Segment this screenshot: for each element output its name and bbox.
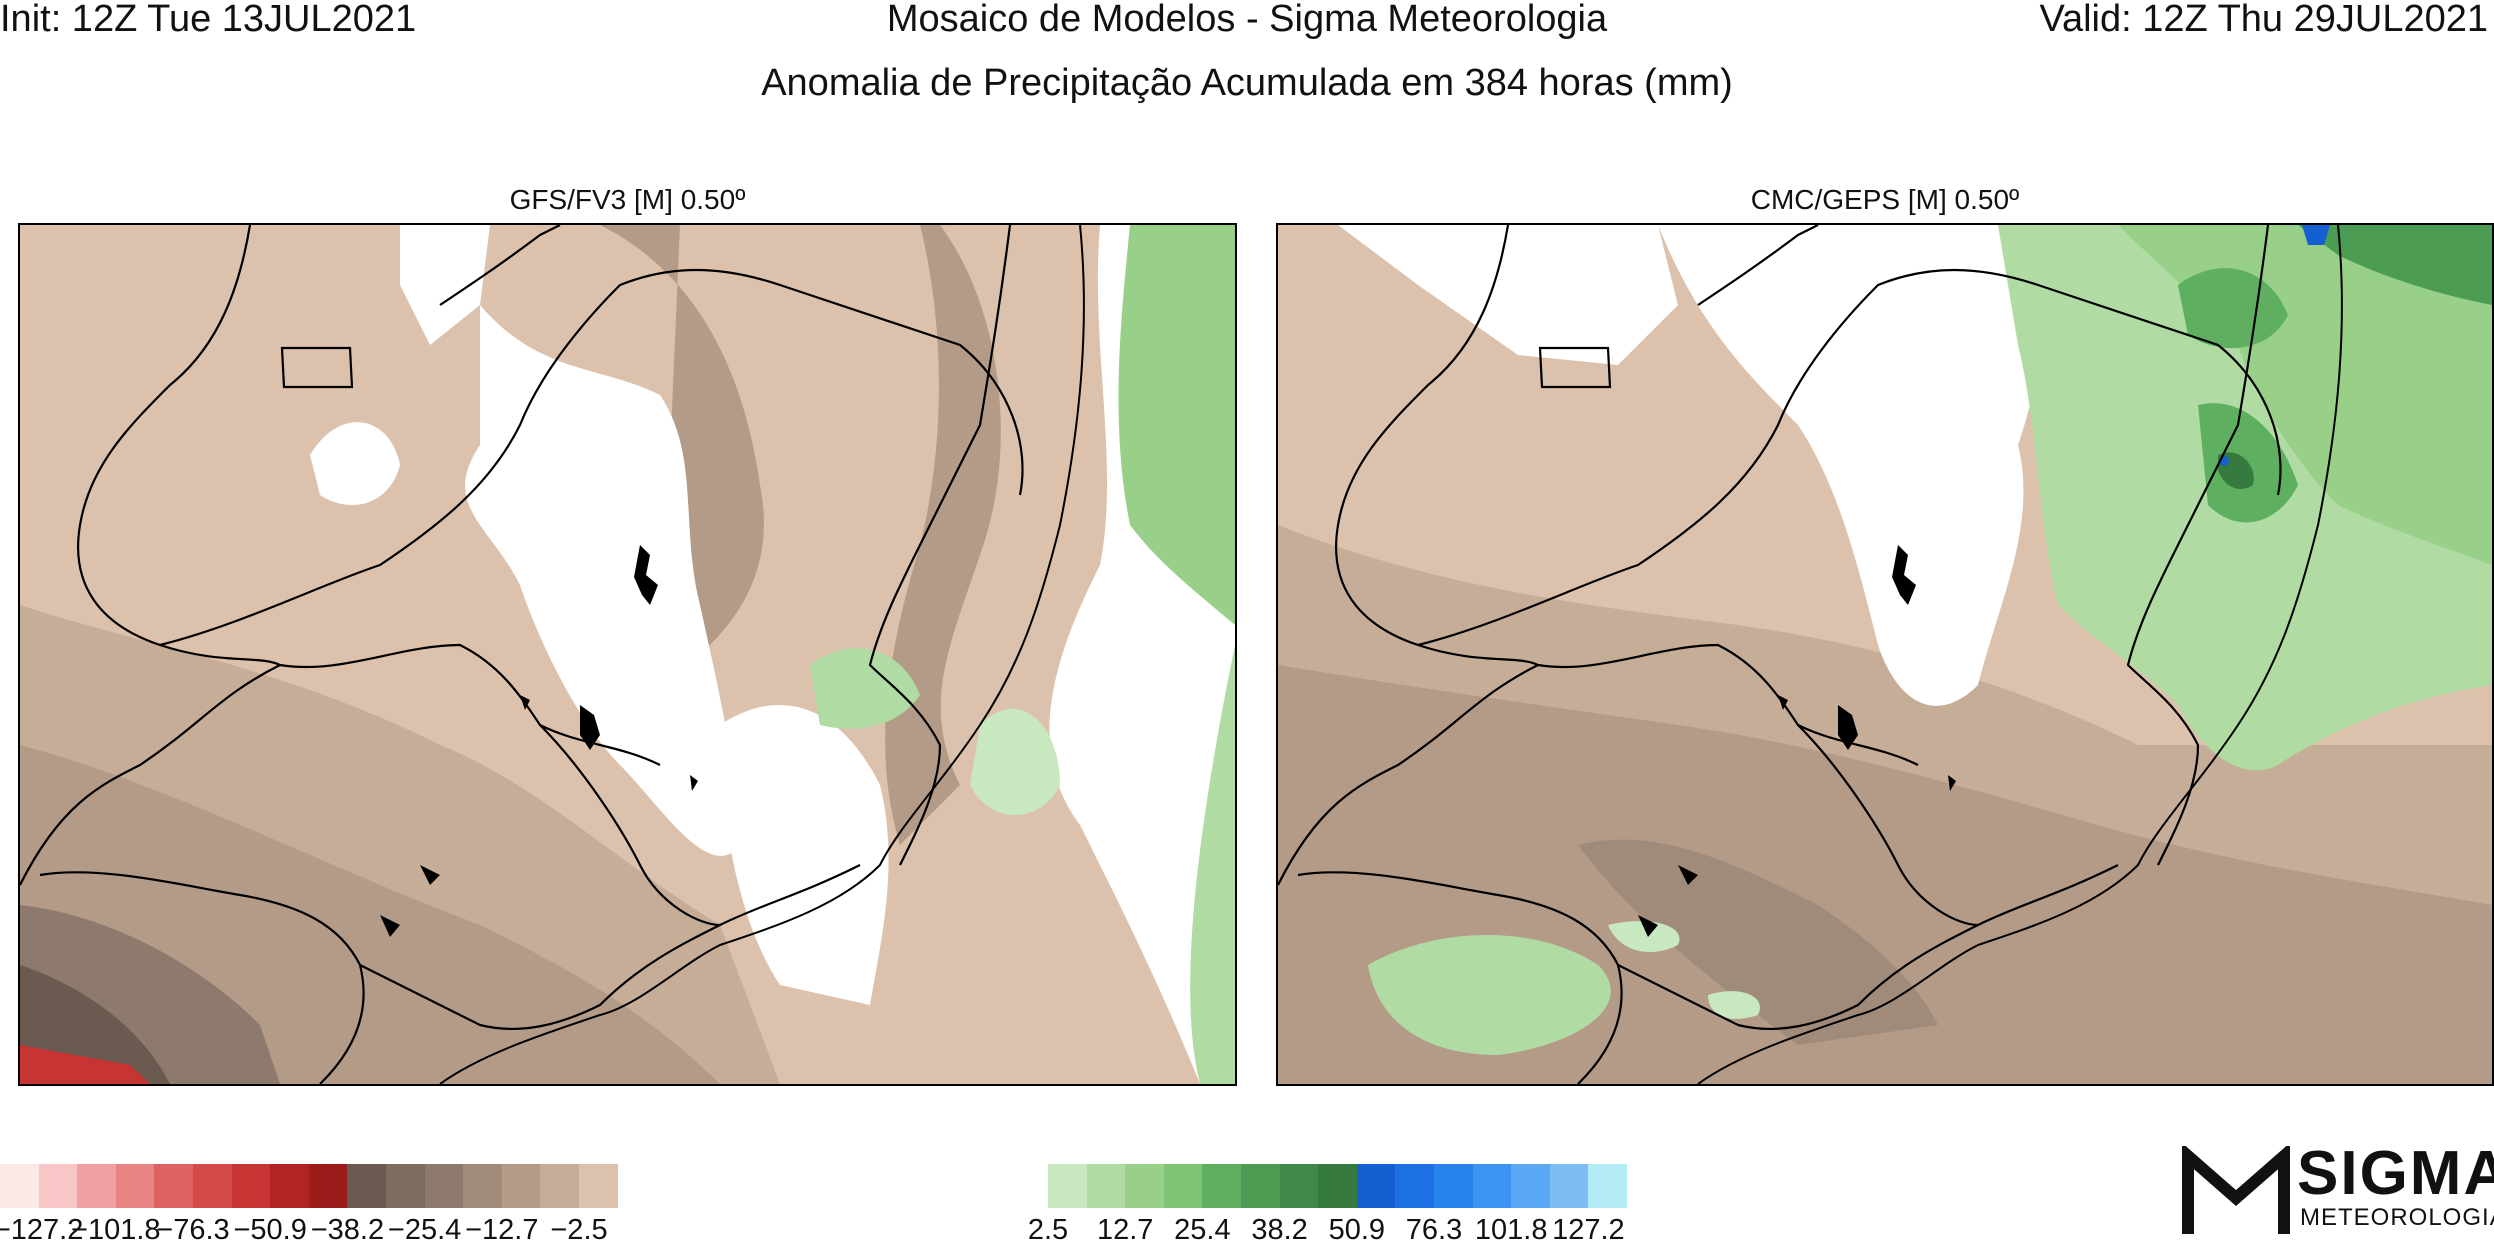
positive-swatch: [1048, 1164, 1088, 1208]
positive-swatch: [1356, 1164, 1396, 1208]
near-zero-area-north: [1658, 225, 2042, 706]
near-zero-area-west: [310, 422, 400, 505]
negative-swatch: [424, 1164, 464, 1208]
sigma-logo: SIGMA METEOROLOGIA: [2180, 1139, 2494, 1240]
negative-swatch: [193, 1164, 233, 1208]
negative-label: −50.9: [233, 1214, 307, 1246]
negative-swatch: [386, 1164, 426, 1208]
map-panel-gfs: [18, 223, 1237, 1086]
positive-swatch: [1086, 1164, 1126, 1208]
negative-label: −12.7: [465, 1214, 539, 1246]
positive-label: 38.2: [1251, 1214, 1308, 1246]
anomaly-band-38: [1578, 839, 1938, 1045]
positive-swatch: [1279, 1164, 1319, 1208]
positive-label: 50.9: [1328, 1214, 1386, 1246]
positive-label: 76.3: [1405, 1214, 1463, 1246]
negative-label: −101.8: [71, 1214, 161, 1246]
positive-swatch: [1588, 1164, 1628, 1208]
near-zero-area-central: [465, 305, 740, 856]
negative-swatch: [270, 1164, 310, 1208]
near-zero-area-north-west: [1338, 225, 1678, 365]
negative-swatch: [77, 1164, 117, 1208]
page-title: Mosaico de Modelos - Sigma Meteorologia: [886, 0, 1608, 40]
positive-area-south-1: [1368, 935, 1611, 1055]
negative-swatch: [347, 1164, 387, 1208]
coastline: [439, 225, 1085, 1084]
valid-time: Valid: 12Z Thu 29JUL2021: [2039, 0, 2488, 40]
positive-swatch: [1163, 1164, 1203, 1208]
positive-swatch: [1511, 1164, 1551, 1208]
map-cmc: [1278, 225, 2492, 1084]
positive-area-south-3: [1708, 991, 1760, 1019]
state-borders: [1278, 225, 2282, 1084]
positive-label: 101.8: [1474, 1214, 1548, 1246]
negative-label: −76.3: [156, 1214, 230, 1246]
anomaly-band-strong-negative: [20, 1045, 150, 1084]
negative-swatch: [154, 1164, 194, 1208]
positive-swatch: [1549, 1164, 1589, 1208]
negative-label: −2.5: [550, 1214, 608, 1246]
negative-swatch: [115, 1164, 155, 1208]
positive-swatch: [1472, 1164, 1512, 1208]
positive-area-peak-east: [2298, 225, 2492, 305]
state-borders: [20, 225, 1024, 1084]
positive-label: 25.4: [1174, 1214, 1231, 1246]
map-panel-cmc: [1276, 223, 2494, 1086]
negative-label: −25.4: [387, 1214, 462, 1246]
init-time: Init: 12Z Tue 13JUL2021: [0, 0, 417, 40]
positive-swatch: [1125, 1164, 1165, 1208]
negative-swatch: [0, 1164, 40, 1208]
positive-area-land: [810, 648, 920, 729]
positive-area-south-2: [1608, 921, 1680, 953]
negative-label: −38.2: [310, 1214, 385, 1246]
coastline: [1697, 225, 2343, 1084]
positive-swatch: [1434, 1164, 1474, 1208]
positive-swatch: [1241, 1164, 1281, 1208]
positive-swatch: [1395, 1164, 1435, 1208]
positive-label: 2.5: [1027, 1214, 1069, 1246]
page-subtitle: Anomalia de Precipitação Acumulada em 38…: [761, 62, 1733, 104]
positive-area-ocean-north: [1118, 225, 1235, 625]
positive-label: 12.7: [1096, 1214, 1154, 1246]
map-gfs: [20, 225, 1235, 1084]
reservoirs: [380, 545, 698, 937]
negative-swatch: [308, 1164, 348, 1208]
negative-swatch: [38, 1164, 78, 1208]
color-legend: −127.2 −101.8 −76.3 −50.9 −38.2 −25.4 −12.7 −2.…: [0, 1164, 2000, 1246]
positive-label: 127.2: [1552, 1214, 1625, 1246]
positive-swatch: [1318, 1164, 1358, 1208]
positive-area-coast: [970, 708, 1060, 815]
negative-swatch: [540, 1164, 580, 1208]
negative-swatch: [463, 1164, 503, 1208]
logo-tagline: METEOROLOGIA: [2300, 1204, 2494, 1231]
negative-swatch: [579, 1164, 619, 1208]
positive-area-ocean-south: [1190, 645, 1235, 1084]
panel-title-gfs: GFS/FV3 [M] 0.50º: [509, 184, 746, 215]
reservoirs: [1638, 545, 1956, 937]
logo-name: SIGMA: [2297, 1139, 2494, 1208]
near-zero-area-north: [400, 225, 490, 345]
negative-swatch: [231, 1164, 271, 1208]
negative-swatch: [501, 1164, 541, 1208]
strong-positive-spot: [2302, 225, 2330, 245]
panel-title-cmc: CMC/GEPS [M] 0.50º: [1750, 184, 2020, 215]
positive-swatch: [1202, 1164, 1242, 1208]
sigma-logo-mark: [2182, 1146, 2290, 1234]
